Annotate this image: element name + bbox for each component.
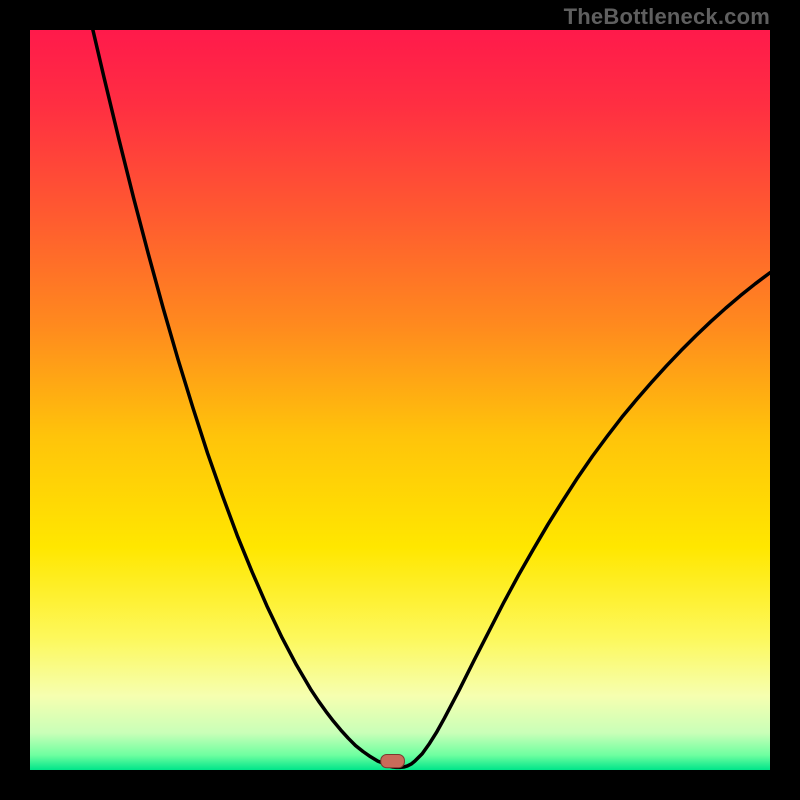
chart-frame: TheBottleneck.com <box>0 0 800 800</box>
watermark-text: TheBottleneck.com <box>564 4 770 30</box>
gradient-background <box>30 30 770 770</box>
plot-svg <box>30 30 770 770</box>
plot-area <box>30 30 770 770</box>
optimal-marker <box>381 754 405 767</box>
